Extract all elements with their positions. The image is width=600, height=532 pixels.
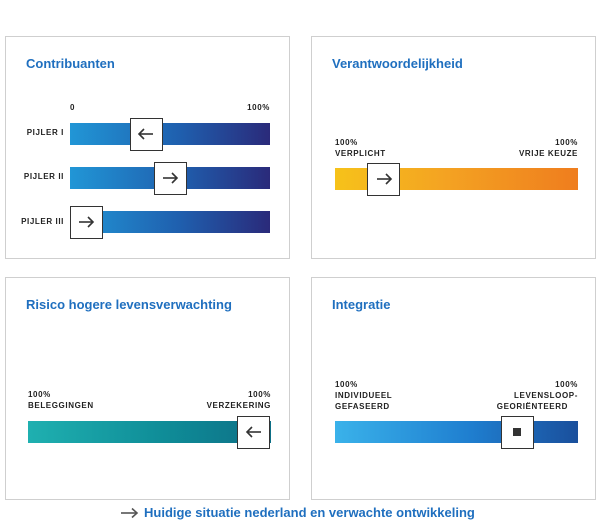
arrow-left-icon — [245, 426, 261, 438]
integratie-bar — [335, 421, 578, 443]
right-pct-label: 100% — [555, 380, 578, 389]
right-pct-label: 100% — [555, 138, 578, 147]
integratie-title: Integratie — [332, 297, 391, 312]
verantwoordelijkheid-panel: Verantwoordelijkheid 100% VERPLICHT 100%… — [311, 36, 596, 259]
left-pct-label: 100% — [28, 390, 51, 399]
pijler-3-marker — [69, 205, 103, 239]
verantwoordelijkheid-title: Verantwoordelijkheid — [332, 56, 463, 71]
risico-marker — [237, 415, 271, 449]
left-category-label-2: GEFASEERD — [335, 402, 390, 411]
pijler-1-bar — [70, 123, 270, 145]
arrow-right-icon — [376, 173, 392, 185]
legend-text: Huidige situatie nederland en verwachte … — [144, 505, 475, 520]
pijler-2-marker — [153, 161, 187, 195]
arrow-right-icon — [163, 172, 179, 184]
risico-panel: Risico hogere levensverwachting 100% BEL… — [5, 277, 290, 500]
risico-title: Risico hogere levensverwachting — [26, 297, 232, 312]
legend: Huidige situatie nederland en verwachte … — [120, 505, 475, 520]
axis-end-label: 100% — [247, 103, 270, 112]
pijler-3-bar — [70, 211, 270, 233]
right-pct-label: 100% — [248, 390, 271, 399]
risico-bar — [28, 421, 271, 443]
arrow-left-icon — [137, 128, 153, 140]
right-category-label-1: LEVENSLOOP- — [514, 391, 578, 400]
arrow-right-icon — [79, 216, 95, 228]
right-category-label: VRIJE KEUZE — [518, 149, 578, 158]
left-category-label: VERPLICHT — [335, 149, 386, 158]
pijler-2-label: PIJLER II — [23, 172, 64, 181]
left-pct-label: 100% — [335, 138, 358, 147]
pijler-1-label: PIJLER I — [26, 128, 64, 137]
axis-start-label: 0 — [70, 103, 76, 112]
square-dot-icon — [513, 428, 522, 436]
integratie-marker — [500, 415, 534, 449]
integratie-panel: Integratie 100% INDIVIDUEEL GEFASEERD 10… — [311, 277, 596, 500]
pijler-3-label: PIJLER III — [21, 217, 64, 226]
contribuanten-title: Contribuanten — [26, 56, 115, 71]
left-category-label: BELEGGINGEN — [28, 401, 94, 410]
left-category-label-1: INDIVIDUEEL — [335, 391, 393, 400]
pijler-1-marker — [129, 117, 163, 151]
arrow-right-icon — [121, 507, 139, 518]
verantwoordelijkheid-marker — [367, 162, 401, 196]
right-category-label-2: GEORIËNTEERD — [496, 402, 568, 411]
contribuanten-panel: Contribuanten 0 100% PIJLER I PIJLER II … — [5, 36, 290, 259]
right-category-label: VERZEKERING — [206, 401, 271, 410]
left-pct-label: 100% — [335, 380, 358, 389]
